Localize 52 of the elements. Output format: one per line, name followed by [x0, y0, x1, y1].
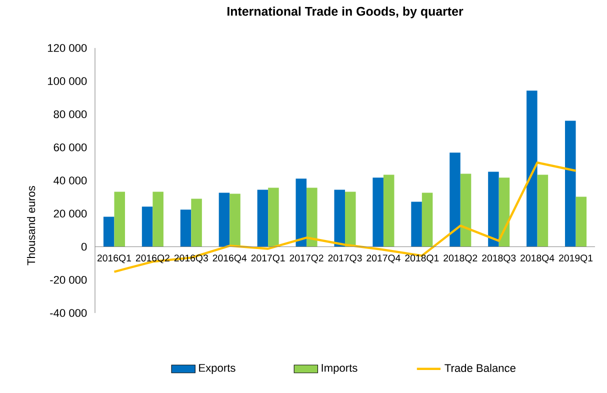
- x-tick-label: 2019Q1: [559, 254, 593, 264]
- x-tick-label: 2017Q3: [328, 254, 362, 264]
- bar: [460, 174, 472, 247]
- bar: [257, 190, 268, 247]
- x-tick-label: 2016Q1: [97, 254, 131, 264]
- bar: [498, 178, 510, 247]
- x-tick-label: 2017Q4: [366, 254, 400, 264]
- x-tick-label: 2018Q2: [444, 254, 478, 264]
- y-tick-label: 20 000: [54, 210, 87, 218]
- x-tick-label: 2018Q3: [482, 254, 516, 264]
- x-tick-label: 2017Q1: [251, 254, 285, 264]
- y-axis-title: Thousand euros: [26, 186, 36, 266]
- x-tick-label: 2018Q4: [520, 254, 554, 264]
- bar: [372, 178, 384, 247]
- bar: [422, 192, 433, 247]
- bar: [191, 198, 202, 247]
- legend-label: Imports: [322, 364, 358, 374]
- bar: [218, 192, 230, 247]
- bar: [488, 172, 499, 247]
- bar: [450, 152, 460, 247]
- chart-title: International Trade in Goods, by quarter: [228, 6, 464, 18]
- x-tick-label: 2016Q4: [212, 254, 247, 264]
- y-tick-label: 0: [81, 242, 87, 251]
- bar: [268, 188, 279, 247]
- legend-label: Trade Balance: [444, 364, 516, 372]
- bar: [152, 192, 164, 247]
- bar: [411, 202, 422, 247]
- bar: [383, 174, 394, 247]
- bar: [526, 90, 538, 247]
- bar: [230, 194, 240, 247]
- y-tick-label: 40 000: [54, 176, 87, 184]
- y-tick-label: -40 000: [50, 309, 87, 317]
- bar: [142, 206, 153, 247]
- bar: [306, 188, 318, 247]
- bar: [345, 192, 356, 247]
- x-tick-label: 2017Q2: [290, 254, 324, 264]
- y-tick-label: 80 000: [54, 110, 87, 118]
- bar: [537, 174, 548, 247]
- bar: [334, 190, 346, 247]
- bar: [296, 178, 307, 247]
- legend-label: Exports: [199, 364, 236, 374]
- bar: [103, 216, 114, 247]
- bar: [576, 196, 587, 247]
- y-tick-label: -20 000: [50, 276, 87, 284]
- y-tick-label: 100 000: [48, 77, 87, 86]
- bar: [565, 120, 576, 247]
- x-tick-label: 2016Q2: [136, 254, 170, 264]
- bar: [180, 210, 192, 247]
- bar: [114, 192, 125, 247]
- y-tick-label: 60 000: [54, 143, 87, 152]
- x-tick-label: 2018Q1: [405, 254, 439, 264]
- y-tick-label: 120 000: [48, 44, 87, 52]
